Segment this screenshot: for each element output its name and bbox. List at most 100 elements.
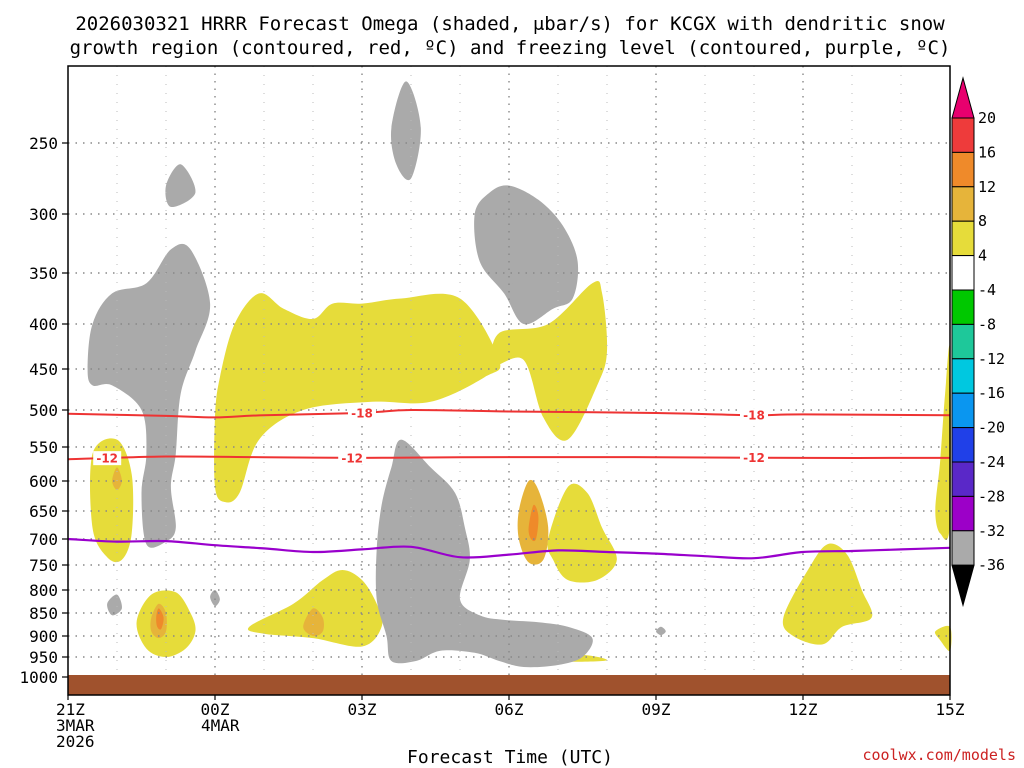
y-tick-label: 800: [29, 581, 58, 600]
colorbar-label: -24: [978, 453, 1005, 471]
x-tick-label: 2026: [56, 732, 95, 751]
omega-area-rising-6: [491, 281, 608, 441]
x-tick-label: 21Z: [56, 700, 85, 719]
omega-colorbar: 20 16 12 8 4 -4 -8 -12 -16 -20 -24 -28 -32 -36: [951, 76, 1005, 608]
contour-label-bg: [740, 408, 768, 423]
colorbar-low-extend: [951, 564, 975, 608]
freezing-level-line: [67, 537, 951, 560]
omega-area-rising-6: [935, 345, 951, 541]
omega-area-sinking-10: [399, 504, 461, 615]
omega-area-sinking-6: [107, 594, 123, 616]
omega-area-sinking-10: [502, 206, 536, 289]
omega-area-rising-6: [934, 625, 952, 652]
colorbar-label: -16: [978, 384, 1005, 402]
omega-area-rising-6: [782, 543, 873, 645]
colorbar-label: 4: [978, 247, 987, 265]
y-tick-label: 450: [29, 360, 58, 379]
contour-label-bg: [740, 450, 768, 465]
omega-area-rising-6: [89, 438, 134, 563]
y-tick-label: 650: [29, 502, 58, 521]
x-tick-label: 12Z: [789, 700, 818, 719]
dgz-contour-label: -12: [743, 451, 765, 465]
colorbar-segment: [951, 323, 975, 360]
y-tick-label: 550: [29, 438, 58, 457]
colorbar-segment: [951, 255, 975, 291]
title-line-2: growth region (contoured, red, ºC) and f…: [70, 37, 951, 59]
colorbar-segment: [951, 461, 975, 497]
chart-title: 2026030321 HRRR Forecast Omega (shaded, …: [70, 13, 951, 59]
y-tick-label: 750: [29, 556, 58, 575]
omega-area-sinking-6: [390, 81, 421, 181]
y-tick-label: 300: [29, 205, 58, 224]
credit-link[interactable]: coolwx.com/models: [862, 746, 1016, 764]
colorbar-label: -8: [978, 315, 996, 333]
omega-area-rising-14: [156, 608, 164, 630]
y-axis-ticks: 250 300 350 400 450 500 550 600 650 700 750 800 850 9…: [19, 134, 68, 687]
contour-label-bg: [348, 405, 376, 420]
contour-layer: -18 -18 -12 -12 -12: [67, 405, 951, 560]
y-tick-label: 700: [29, 530, 58, 549]
y-tick-label: 400: [29, 315, 58, 334]
colorbar-label: 8: [978, 212, 987, 230]
omega-area-sinking-10: [101, 310, 177, 378]
x-tick-label: 00Z: [201, 700, 230, 719]
contour-label-bg: [93, 451, 122, 466]
dgz-contour-label: -12: [96, 452, 118, 466]
y-tick-label: 900: [29, 627, 58, 646]
dgz-contour-label: -18: [743, 409, 765, 423]
y-tick-label: 850: [29, 604, 58, 623]
omega-area-sinking-6: [165, 164, 196, 208]
colorbar-high-extend: [951, 76, 975, 119]
x-axis-title: Forecast Time (UTC): [407, 747, 613, 768]
x-tick-label: 09Z: [642, 700, 671, 719]
colorbar-segment: [951, 495, 975, 532]
omega-area-rising-10: [303, 608, 324, 637]
dgz-contour-label: -18: [351, 406, 373, 420]
dgz-contour--18: [67, 408, 951, 419]
y-tick-label: 950: [29, 648, 58, 667]
x-tick-label: 06Z: [495, 700, 524, 719]
colorbar-label: -12: [978, 350, 1005, 368]
x-tick-label: 4MAR: [201, 716, 240, 735]
y-tick-label: 250: [29, 134, 58, 153]
colorbar-segment: [951, 151, 975, 188]
colorbar-label: -20: [978, 419, 1005, 437]
colorbar-label: 16: [978, 143, 996, 161]
y-tick-label: 600: [29, 472, 58, 491]
x-tick-label: 3MAR: [56, 716, 95, 735]
colorbar-segment: [951, 289, 975, 325]
colorbar-segment: [951, 117, 975, 153]
colorbar-segment: [951, 220, 975, 257]
omega-area-rising-6: [214, 293, 501, 503]
colorbar-segment: [951, 530, 975, 566]
dgz-contour--12: [67, 455, 951, 461]
y-tick-label: 500: [29, 401, 58, 420]
colorbar-label: -36: [978, 556, 1005, 574]
colorbar-segment: [951, 392, 975, 429]
colorbar-label: -32: [978, 522, 1005, 540]
colorbar-label: -28: [978, 487, 1005, 505]
colorbar-segment: [951, 358, 975, 394]
omega-area-sinking-10: [161, 516, 171, 539]
x-tick-label: 03Z: [348, 700, 377, 719]
omega-area-rising-10: [112, 467, 122, 490]
omega-area-rising-14: [528, 504, 539, 542]
colorbar-segment: [951, 427, 975, 463]
omega-area-sinking-18: [528, 634, 539, 643]
colorbar-label: -4: [978, 281, 996, 299]
omega-shading-layer: [87, 81, 952, 668]
omega-area-sinking-6: [210, 589, 220, 607]
dgz-contour-label: -12: [341, 451, 363, 465]
colorbar-label: 12: [978, 178, 996, 196]
x-tick-label: 15Z: [936, 700, 965, 719]
omega-area-sinking-6: [656, 626, 666, 636]
omega-area-rising-6: [247, 570, 383, 647]
ground-surface: [68, 675, 950, 695]
colorbar-segment: [951, 186, 975, 222]
colorbar-label: 20: [978, 109, 996, 127]
y-tick-label: 1000: [19, 668, 58, 687]
contour-label-bg: [338, 450, 367, 465]
title-line-1: 2026030321 HRRR Forecast Omega (shaded, …: [75, 13, 945, 35]
